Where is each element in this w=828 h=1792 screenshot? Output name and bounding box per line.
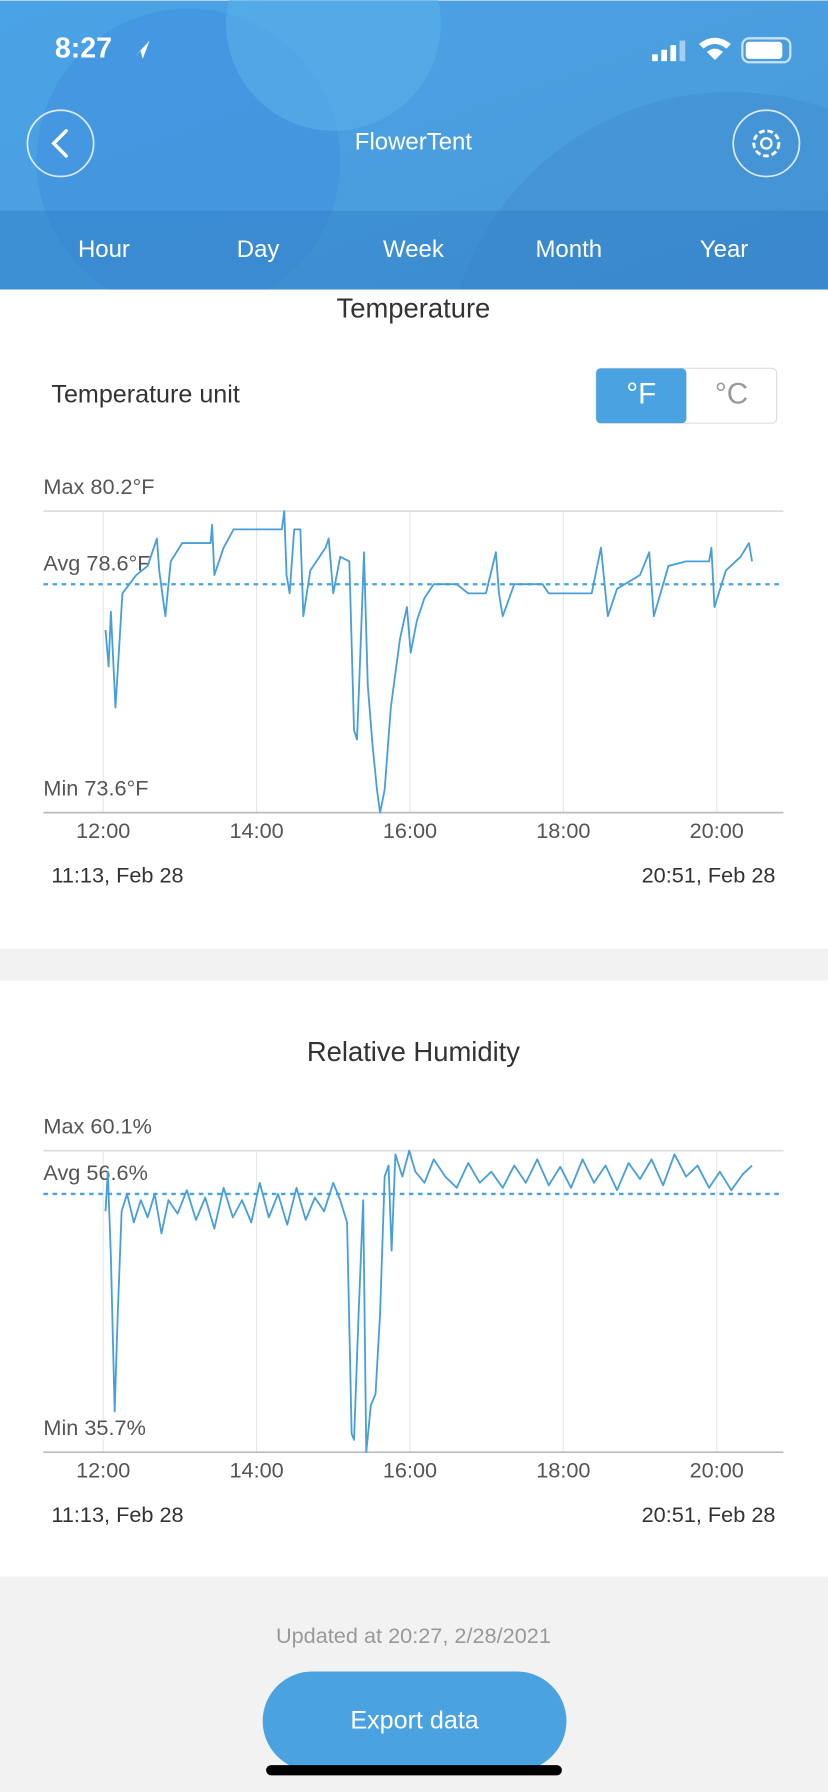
tab-bar	[0, 210, 828, 290]
back-chevron	[51, 129, 68, 158]
avg-label: Avg 78.6°F	[43, 551, 150, 576]
tab[interactable]: Hour	[78, 236, 130, 263]
settings-button[interactable]	[732, 109, 801, 178]
unit-option-bg[interactable]	[596, 368, 687, 424]
tab[interactable]: Year	[700, 236, 748, 263]
x-tick-label: 18:00	[536, 1457, 590, 1482]
y-tick-label: Max 60.1%	[43, 1114, 152, 1139]
data-line	[104, 510, 753, 814]
export-button[interactable]	[262, 1671, 567, 1771]
x-tick-label: 20:00	[690, 1457, 744, 1482]
tab[interactable]: Day	[237, 236, 280, 263]
x-tick-label: 16:00	[383, 818, 437, 843]
x-tick-label: 20:00	[690, 818, 744, 843]
header-title: FlowerTent	[355, 129, 473, 156]
range-start: 11:13, Feb 28	[51, 862, 183, 887]
export-label: Export data	[350, 1706, 478, 1734]
unit-option: °F	[626, 378, 656, 411]
range-end: 20:51, Feb 28	[642, 1502, 776, 1527]
data-line	[104, 1149, 753, 1454]
x-tick-label: 14:00	[229, 818, 283, 843]
chart-title: Temperature	[337, 292, 491, 323]
y-tick-label: Min 35.7%	[43, 1415, 145, 1440]
tab[interactable]: Month	[535, 236, 602, 263]
x-tick-label: 14:00	[229, 1457, 283, 1482]
back-button[interactable]	[26, 109, 95, 178]
range-end: 20:51, Feb 28	[642, 862, 776, 887]
wifi-icon	[698, 37, 731, 61]
battery-level	[745, 41, 783, 59]
avg-label: Avg 56.6%	[43, 1160, 148, 1185]
x-tick-label: 12:00	[76, 1457, 130, 1482]
unit-option[interactable]: °C	[715, 378, 748, 411]
status-time: 8:27	[55, 32, 112, 64]
y-tick-label: Min 73.6°F	[43, 776, 148, 801]
x-tick-label: 18:00	[536, 818, 590, 843]
chart-title: Relative Humidity	[307, 1036, 520, 1067]
gear-center	[760, 137, 773, 150]
x-tick-label: 16:00	[383, 1457, 437, 1482]
battery-icon	[741, 37, 792, 64]
humidity-card	[0, 980, 828, 1577]
x-tick-label: 12:00	[76, 818, 130, 843]
home-indicator	[266, 1765, 562, 1776]
updated-text: Updated at 20:27, 2/28/2021	[276, 1623, 551, 1648]
location-icon	[133, 40, 150, 59]
unit-label: Temperature unit	[51, 380, 239, 408]
decor-circle	[226, 0, 441, 131]
gear-icon	[752, 129, 781, 158]
tab[interactable]: Week	[383, 236, 445, 263]
y-tick-label: Max 80.2°F	[43, 474, 154, 499]
range-start: 11:13, Feb 28	[51, 1502, 183, 1527]
signal-icon	[652, 40, 686, 62]
